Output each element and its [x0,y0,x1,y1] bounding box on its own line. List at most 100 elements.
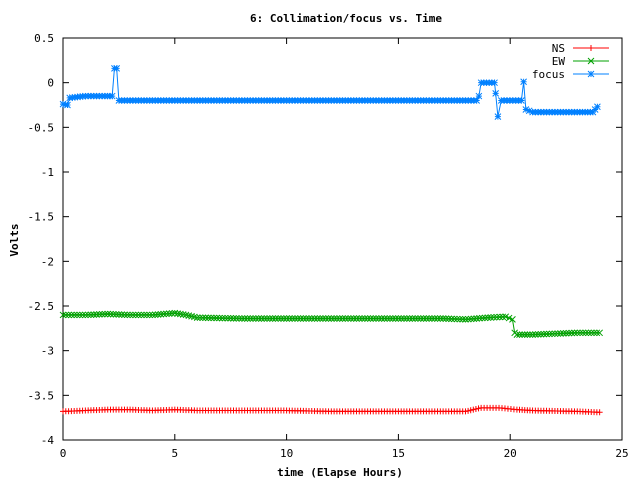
data-point [470,315,478,323]
data-point [235,315,243,322]
data-point [101,310,109,318]
data-point [565,329,573,337]
data-point [571,329,578,337]
data-point [249,315,257,322]
data-point [336,315,344,322]
data-point [269,315,276,322]
data-point [319,315,327,322]
data-point [84,311,92,319]
x-tick-label: 20 [504,447,517,460]
data-point [476,314,483,322]
data-point [464,315,472,323]
series-line-focus [62,67,598,117]
data-point [475,92,483,100]
data-point [579,329,587,337]
data-point [126,311,134,319]
data-point [397,315,405,322]
y-tick-label: -1 [41,166,54,179]
data-point [82,311,89,319]
data-point [439,315,447,322]
data-point [523,331,531,338]
data-point [277,315,285,322]
data-point [554,330,562,337]
data-point [361,315,369,322]
data-point [594,103,601,111]
data-point [218,314,226,322]
data-point [522,106,530,113]
chart-title: 6: Collimation/focus vs. Time [250,12,442,25]
series-focus [59,65,601,120]
data-point [165,310,173,317]
y-tick-label: -0.5 [28,121,55,134]
data-point [59,311,67,319]
y-tick-label: -4 [41,434,55,447]
data-point [350,315,358,322]
data-point [179,311,187,318]
legend-marker-ns [588,45,594,51]
data-point [137,311,145,319]
data-point [548,330,556,338]
data-point [473,97,481,104]
legend-label-ns: NS [552,42,565,55]
data-point [64,101,71,109]
data-point [417,315,425,322]
data-point [171,309,179,317]
x-tick-label: 10 [280,447,293,460]
data-point [499,313,507,321]
data-point [157,310,165,318]
data-point [369,315,377,322]
data-point [475,405,482,412]
data-point [518,97,525,104]
data-point [291,315,299,322]
data-point [389,315,397,322]
legend-marker-focus [587,70,595,78]
y-tick-label: 0 [47,77,54,90]
x-tick-label: 15 [392,447,405,460]
data-point [462,316,469,323]
series-ew [59,309,603,338]
series-markers-ew [59,309,603,338]
data-point [467,407,474,414]
data-point [113,65,121,72]
data-point [587,329,595,337]
data-point [174,310,181,317]
data-point [573,329,581,337]
data-point [372,315,380,322]
data-point [406,315,413,322]
data-point [107,310,114,318]
data-point [224,314,232,322]
data-point [90,311,98,318]
data-point [491,79,498,87]
data-point [381,315,388,322]
data-point [551,330,559,338]
data-point [325,315,332,322]
series-markers-focus [59,65,601,120]
data-point [308,315,316,322]
data-point [378,315,385,322]
data-point [177,310,184,318]
data-point [339,315,346,322]
data-point [526,331,534,338]
data-point [513,331,521,338]
data-point [467,315,475,323]
data-point [316,315,324,322]
data-point [344,315,352,322]
data-point [151,311,159,319]
data-point [199,314,207,322]
data-point [280,315,288,322]
series-ns [60,404,603,416]
data-point [79,311,86,319]
data-point [115,311,123,318]
data-point [386,315,394,322]
data-point [593,329,601,337]
data-point [221,314,229,322]
data-point [448,315,455,323]
x-tick-label: 5 [171,447,178,460]
data-point [108,92,116,100]
data-point [568,329,576,337]
series-layer [59,65,603,416]
data-point [109,310,117,318]
data-point [73,311,81,319]
